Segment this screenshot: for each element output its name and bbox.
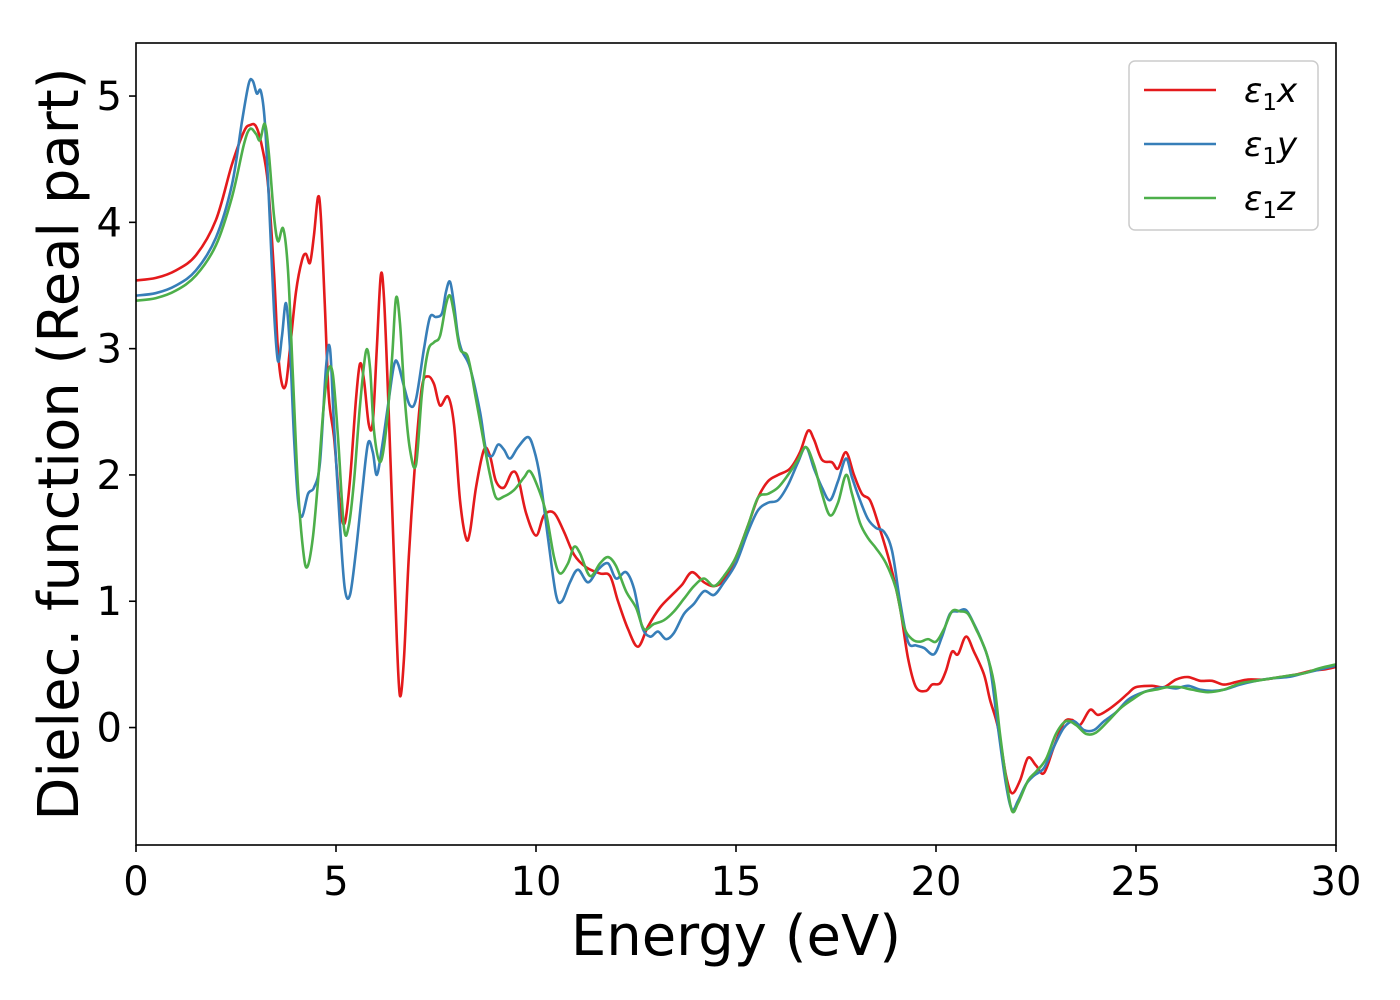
- y-tick-label: 4: [97, 200, 122, 246]
- y-tick-label: 1: [97, 579, 122, 625]
- legend-label-3: ε1z: [1244, 179, 1296, 224]
- legend: ε1x ε1y ε1z: [1128, 60, 1319, 231]
- legend-box: [1128, 60, 1319, 231]
- x-tick-label: 30: [1311, 859, 1362, 905]
- x-tick-label: 5: [323, 859, 348, 905]
- y-tick-label: 3: [97, 327, 122, 373]
- y-tick-label: 2: [97, 453, 122, 499]
- x-tick-label: 0: [123, 859, 148, 905]
- x-tick-label: 10: [511, 859, 562, 905]
- x-tick-label: 20: [911, 859, 962, 905]
- y-axis: 0 1 2 3 4 5: [97, 74, 136, 752]
- series-line-3: [136, 122, 1336, 814]
- x-tick-label: 25: [1111, 859, 1162, 905]
- y-tick-label: 5: [97, 74, 122, 120]
- y-axis-title: Dielec. function (Real part): [27, 67, 92, 820]
- x-axis-title: Energy (eV): [571, 904, 901, 969]
- x-axis: 0 5 10 15 20 25 30: [123, 845, 1361, 905]
- y-tick-label: 0: [97, 706, 122, 752]
- legend-label-1: ε1x: [1244, 71, 1298, 116]
- x-tick-label: 15: [711, 859, 762, 905]
- series-layer: [136, 77, 1336, 814]
- legend-label-2: ε1y: [1244, 125, 1298, 170]
